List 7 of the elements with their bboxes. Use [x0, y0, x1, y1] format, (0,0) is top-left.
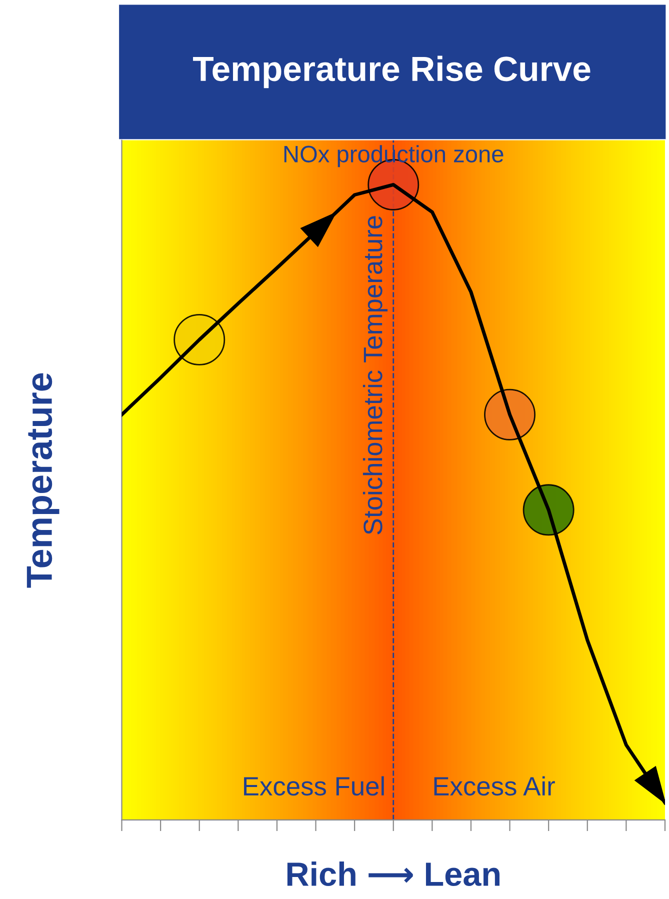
chart-title: Temperature Rise Curve	[193, 56, 590, 88]
text: NOx production zone	[284, 145, 504, 168]
y-axis-title: Temperature	[26, 373, 60, 588]
annotation: Excess Air	[434, 776, 555, 796]
x-axis-title: Rich ⟶ Lean	[287, 862, 500, 886]
annotation: Stoichiometric Temperature	[362, 216, 388, 534]
annotation: Excess Fuel	[244, 776, 384, 796]
